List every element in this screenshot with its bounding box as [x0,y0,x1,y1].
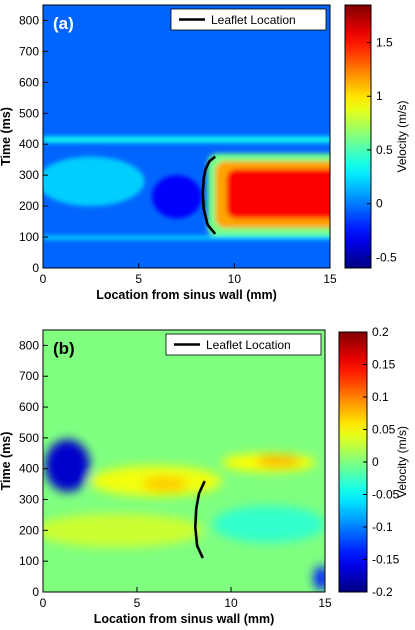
heatmap-region [44,439,90,492]
legend-label: Leaflet Location [211,13,296,27]
panel-label: (a) [53,14,74,33]
x-axis-label: Location from sinus wall (mm) [94,612,275,626]
heatmap-region [226,168,330,219]
plot-frame [42,4,331,269]
heatmap-field [43,330,325,592]
heatmap-region [255,455,301,467]
panel-label: (b) [53,339,75,358]
y-tick-label: 300 [19,168,39,182]
colorbar-tick-label: 0 [376,197,383,211]
y-tick-label: 600 [19,75,39,89]
y-tick-label: 800 [19,13,39,27]
colorbar-label: Velocity (m/s) [395,426,409,498]
heatmap-region [313,565,325,591]
colorbar [344,4,372,269]
y-tick-label: 400 [19,137,39,151]
legend-label: Leaflet Location [206,338,291,352]
y-tick-label: 200 [19,199,39,213]
y-tick-label: 100 [19,230,39,244]
y-axis-label: Time (ms) [0,432,13,491]
colorbar-tick-label: 1 [376,89,383,103]
x-tick-label: 15 [318,596,332,610]
x-tick-label: 0 [40,596,47,610]
colorbar-tick-label: -0.2 [372,585,393,599]
x-tick-label: 10 [224,596,238,610]
heatmap-panel-b: 0 5 10 15 0 100 200 300 400 500 600 700 800 Location … [0,325,409,626]
leaflet-curve [201,155,217,235]
colorbar-tick-label: 0.2 [372,325,389,339]
y-tick-label: 700 [19,44,39,58]
colorbar-tick-label: 0.5 [376,143,393,157]
plot-frame [42,329,326,593]
heatmap-field [43,5,330,268]
heatmap-region [212,505,325,543]
heatmap-region [43,513,203,548]
x-tick-label: 0 [40,272,47,286]
legend-box [170,8,327,31]
heatmap-panel-a: 0 5 10 150100200300400500600700800Location … [0,4,409,302]
colorbar-tick-label: 0.1 [372,390,389,404]
colorbar-tick-label: 0 [372,455,379,469]
y-tick-label: 100 [19,554,39,568]
x-tick-label: 15 [323,272,337,286]
colorbar-tick-label: 1.5 [376,36,393,50]
colorbar-label: Velocity (m/s) [395,100,409,172]
colorbar-tick-label: -0.5 [376,250,397,264]
colorbar-tick-label: -0.05 [372,488,400,502]
colorbar-tick-label: 0.15 [372,358,396,372]
heatmap-region [142,476,188,492]
y-tick-label: 700 [19,369,39,383]
x-tick-label: 5 [134,596,141,610]
colorbar-tick-label: 0.05 [372,423,396,437]
y-tick-label: 600 [19,400,39,414]
x-axis-label: Location from sinus wall (mm) [96,288,277,302]
heatmap-region [43,156,145,207]
y-tick-label: 300 [19,493,39,507]
leaflet-curve [193,480,206,559]
x-tick-label: 10 [228,272,242,286]
y-tick-label: 500 [19,106,39,120]
colorbar [338,331,368,593]
y-tick-label: 800 [19,338,39,352]
legend-box [165,333,322,356]
y-tick-label: 500 [19,431,39,445]
y-axis-label: Time (ms) [0,107,13,166]
colorbar-tick-label: -0.15 [372,553,400,567]
y-tick-label: 400 [19,462,39,476]
y-tick-label: 0 [32,585,39,599]
y-tick-label: 0 [32,261,39,275]
colorbar-tick-label: -0.1 [372,520,393,534]
heatmap-region [152,175,202,219]
x-tick-label: 5 [135,272,142,286]
y-tick-label: 200 [19,523,39,537]
heatmap-region [43,235,330,240]
heatmap-region [43,136,330,143]
